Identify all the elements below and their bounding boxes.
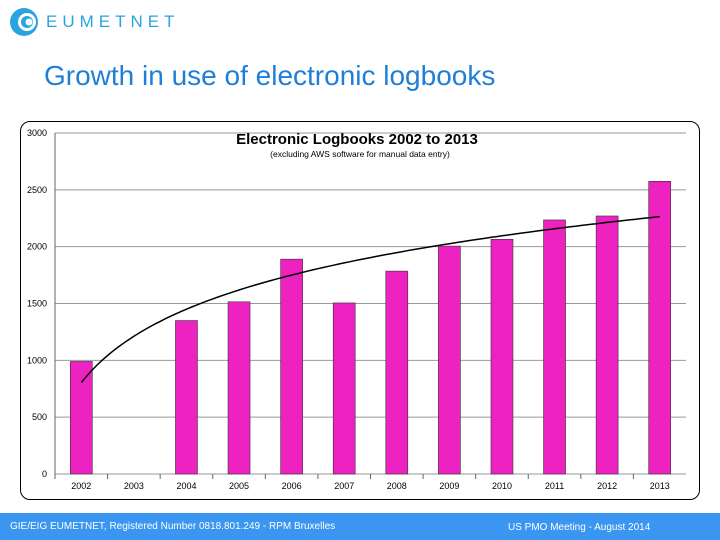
chart-frame (20, 121, 700, 500)
y-tick-label: 1000 (27, 355, 47, 365)
bar-2002 (69, 361, 93, 475)
bar-2010 (490, 238, 514, 475)
bar-2004 (175, 320, 198, 475)
x-tick-label: 2011 (545, 481, 564, 491)
x-tick-label: 2010 (492, 481, 512, 491)
footer-bar: GIE/EIG EUMETNET, Registered Number 0818… (0, 513, 720, 540)
x-tick-label: 2003 (124, 481, 144, 491)
bar-2006 (280, 258, 303, 475)
trendline (80, 215, 660, 383)
y-tick-label: 2000 (27, 242, 47, 252)
eumetnet-logo: EUMETNET (8, 6, 180, 38)
x-tick-label: 2005 (229, 481, 249, 491)
logo-swirl-icon (10, 8, 38, 36)
y-tick-label: 3000 (27, 128, 47, 138)
chart-subtitle: (excluding AWS software for manual data … (270, 149, 450, 159)
x-tick-label: 2008 (387, 481, 407, 491)
slide-title: Growth in use of electronic logbooks (44, 60, 496, 91)
bar-2008 (385, 270, 409, 475)
footer-registration: GIE/EIG EUMETNET, Registered Number 0818… (10, 521, 336, 532)
y-tick-label: 2500 (27, 185, 47, 195)
bar-2011 (543, 219, 566, 475)
y-tick-label: 0 (42, 469, 47, 479)
bar-2012 (595, 215, 619, 475)
x-tick-label: 2009 (439, 481, 459, 491)
x-tick-label: 2002 (71, 481, 91, 491)
x-tick-label: 2013 (650, 481, 670, 491)
y-tick-label: 1500 (27, 299, 47, 309)
bar-2005 (227, 301, 251, 475)
logo-text: EUMETNET (46, 12, 180, 31)
footer-meeting: US PMO Meeting - August 2014 (508, 522, 651, 533)
x-tick-label: 2012 (597, 481, 617, 491)
x-tick-label: 2004 (176, 481, 196, 491)
x-tick-label: 2007 (334, 481, 354, 491)
bar-2013 (648, 181, 672, 475)
x-tick-label: 2006 (282, 481, 302, 491)
chart-title: Electronic Logbooks 2002 to 2013 (236, 131, 478, 148)
bar-2009 (438, 245, 461, 475)
bar-2007 (332, 302, 356, 475)
y-tick-label: 500 (32, 412, 47, 422)
